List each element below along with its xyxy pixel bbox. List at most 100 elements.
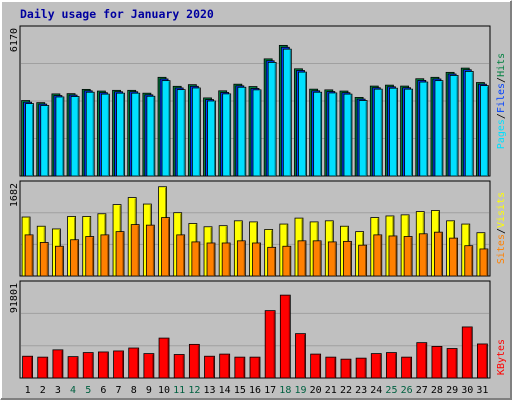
visits-bar-sites bbox=[449, 237, 458, 277]
visits-bar-sites bbox=[464, 245, 474, 277]
visits-bar-sites bbox=[403, 236, 413, 277]
hits-bar-pages bbox=[25, 103, 34, 177]
x-tick-label: 18 bbox=[279, 385, 291, 396]
x-tick-label: 6 bbox=[100, 385, 106, 396]
x-tick-label: 29 bbox=[446, 385, 458, 396]
legend-entry: Files bbox=[496, 83, 507, 113]
x-tick-label: 22 bbox=[340, 385, 352, 396]
visits-bar-sites bbox=[418, 233, 428, 277]
hits-panel: 6170 Pages/Files/Hits bbox=[9, 25, 507, 177]
x-tick-label: 11 bbox=[173, 385, 185, 396]
kbytes-bar-kbytes bbox=[143, 353, 155, 379]
hits-bar-pages bbox=[404, 88, 414, 177]
visits-bar-sites bbox=[85, 236, 95, 277]
kbytes-bar-kbytes bbox=[310, 353, 322, 379]
x-axis: 1 2 3 4 5 6 7 8 9 10 11 12 13 14 15 16 17 18 19 20 21 22 23 24 2… bbox=[25, 385, 489, 396]
x-tick-label: 21 bbox=[325, 385, 337, 396]
x-tick-label: 24 bbox=[370, 385, 382, 396]
visits-bar-sites bbox=[221, 242, 231, 277]
kbytes-bar-kbytes bbox=[279, 294, 291, 379]
x-tick-label: 8 bbox=[131, 385, 137, 396]
hits-bar-pages bbox=[191, 87, 201, 177]
hits-bar-pages bbox=[389, 87, 398, 177]
kbytes-legend: KBytes bbox=[496, 339, 507, 375]
hits-bar-pages bbox=[343, 93, 353, 177]
visits-bar-sites bbox=[388, 235, 398, 277]
visits-bar-sites bbox=[373, 234, 383, 277]
visits-bar-sites bbox=[358, 244, 368, 277]
kbytes-bar-kbytes bbox=[446, 348, 458, 379]
kbytes-bar-kbytes bbox=[340, 358, 352, 379]
x-tick-label: 10 bbox=[158, 385, 170, 396]
hits-bar-pages bbox=[267, 62, 277, 177]
kbytes-bar-kbytes bbox=[97, 351, 109, 379]
hits-bar-pages bbox=[480, 85, 489, 177]
visits-bar-sites bbox=[343, 240, 352, 277]
visits-bar-sites bbox=[55, 245, 64, 277]
visits-bar-sites bbox=[70, 239, 79, 277]
kbytes-bar-kbytes bbox=[173, 354, 185, 379]
x-tick-label: 31 bbox=[476, 385, 488, 396]
kbytes-bar-kbytes bbox=[67, 356, 79, 379]
x-tick-label: 25 bbox=[385, 385, 397, 396]
hits-ymax-label: 6170 bbox=[9, 28, 20, 52]
kbytes-bar-kbytes bbox=[234, 356, 246, 379]
x-tick-label: 30 bbox=[461, 385, 473, 396]
x-tick-label: 3 bbox=[55, 385, 61, 396]
x-tick-label: 1 bbox=[25, 385, 31, 396]
hits-bar-pages bbox=[252, 89, 262, 177]
hits-bar-pages bbox=[70, 96, 80, 177]
kbytes-ymax-label: 91801 bbox=[9, 283, 20, 313]
x-tick-label: 16 bbox=[249, 385, 261, 396]
legend-entry: Pages bbox=[496, 119, 507, 149]
kbytes-bar-kbytes bbox=[219, 353, 231, 379]
visits-ymax-label: 1682 bbox=[9, 183, 20, 207]
visits-bar-sites bbox=[115, 231, 125, 277]
x-tick-label: 20 bbox=[310, 385, 322, 396]
hits-bar-pages bbox=[116, 92, 125, 177]
hits-bar-pages bbox=[131, 92, 141, 177]
visits-bar-sites bbox=[100, 234, 110, 277]
kbytes-bar-kbytes bbox=[249, 356, 261, 379]
visits-bar-sites bbox=[161, 217, 170, 277]
hits-bar-pages bbox=[207, 100, 216, 177]
x-tick-label: 4 bbox=[70, 385, 76, 396]
kbytes-bar-kbytes bbox=[188, 343, 200, 379]
visits-bar-sites bbox=[206, 242, 216, 277]
hits-bar-pages bbox=[419, 81, 429, 177]
x-tick-label: 17 bbox=[264, 385, 276, 396]
visits-bar-sites bbox=[252, 242, 261, 277]
x-tick-label: 23 bbox=[355, 385, 367, 396]
hits-bar-pages bbox=[328, 92, 338, 177]
visits-bar-sites bbox=[145, 224, 155, 277]
hits-bar-pages bbox=[282, 48, 292, 177]
hits-bar-pages bbox=[176, 89, 186, 177]
visits-bar-sites bbox=[24, 234, 34, 277]
kbytes-panel: 91801 KBytes bbox=[9, 280, 507, 379]
legend-entry: Visits bbox=[496, 192, 507, 228]
kbytes-bar-kbytes bbox=[158, 337, 170, 379]
x-tick-label: 2 bbox=[40, 385, 46, 396]
kbytes-bar-kbytes bbox=[52, 349, 64, 379]
hits-bar-pages bbox=[358, 100, 368, 177]
visits-bar-sites bbox=[479, 248, 489, 277]
kbytes-bar-kbytes bbox=[264, 310, 276, 379]
hits-bar-pages bbox=[222, 93, 232, 177]
visits-bar-sites bbox=[176, 234, 186, 277]
kbytes-bar-kbytes bbox=[82, 352, 94, 379]
x-tick-label: 26 bbox=[401, 385, 413, 396]
legend-entry: Hits bbox=[496, 53, 507, 77]
hits-bar-pages bbox=[298, 71, 307, 177]
x-tick-label: 9 bbox=[146, 385, 152, 396]
visits-legend: Sites/Visits bbox=[496, 192, 507, 264]
hits-legend: Pages/Files/Hits bbox=[496, 53, 507, 149]
kbytes-bar-kbytes bbox=[416, 342, 428, 379]
hits-bar-pages bbox=[373, 88, 383, 177]
hits-bar-pages bbox=[85, 91, 95, 177]
x-tick-label: 14 bbox=[219, 385, 231, 396]
x-tick-label: 7 bbox=[116, 385, 122, 396]
legend-entry: / bbox=[496, 228, 507, 234]
visits-bar-sites bbox=[327, 241, 337, 277]
kbytes-bar-kbytes bbox=[370, 353, 382, 379]
